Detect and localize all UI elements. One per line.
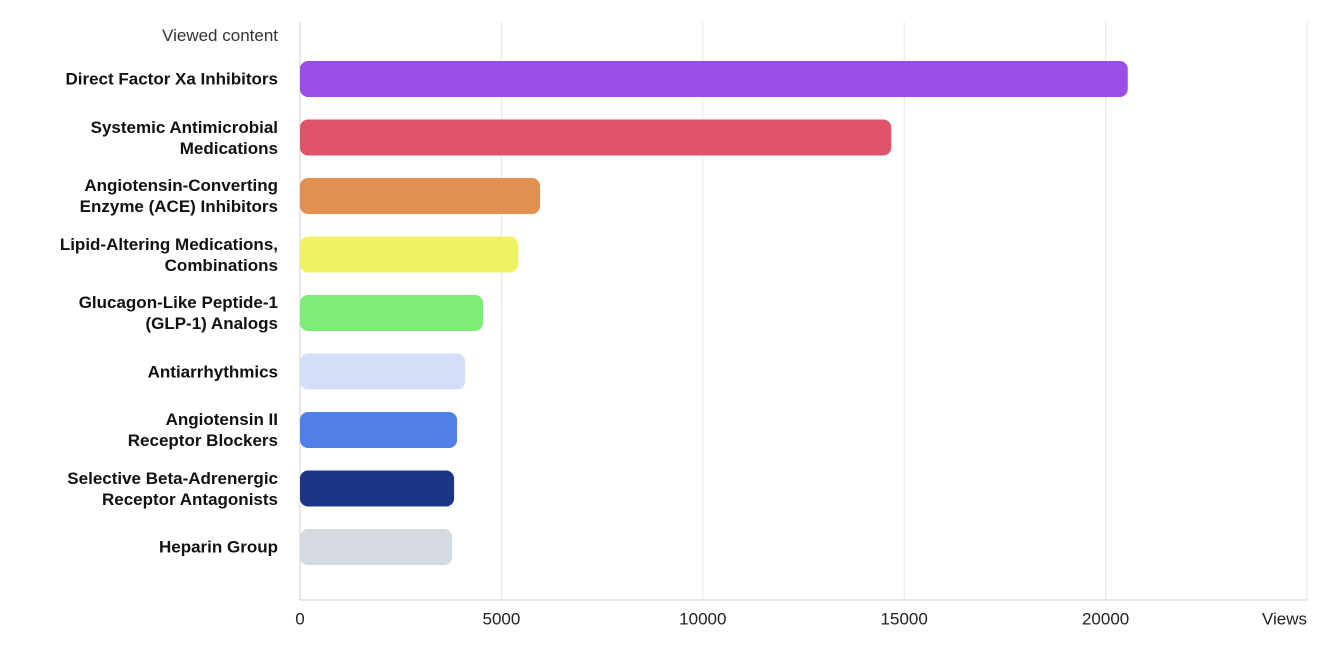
y-tick-label: Antiarrhythmics: [147, 362, 278, 381]
y-tick-label: Direct Factor Xa Inhibitors: [65, 69, 278, 89]
y-tick-label: Angiotensin-Converting Enzyme (ACE) Inhi…: [79, 176, 278, 216]
bar: [300, 119, 892, 156]
y-tick-label: Selective Beta-Adrenergic Receptor Antag…: [67, 468, 278, 509]
x-axis-label: Views: [1262, 609, 1307, 628]
x-tick-label: 20000: [1082, 609, 1129, 628]
bar: [300, 61, 1128, 97]
y-tick-label: Heparin Group: [158, 537, 278, 557]
bar: [300, 236, 519, 273]
x-tick-label: 5000: [482, 609, 520, 628]
bar: [300, 470, 455, 507]
y-tick-label: Systemic Antimicrobial Medications: [90, 117, 278, 158]
x-tick-label: 15000: [881, 609, 928, 628]
x-tick-label: 10000: [679, 609, 726, 628]
bar: [300, 295, 484, 331]
y-tick-label: Angiotensin II Receptor Blockers: [127, 410, 278, 450]
y-tick-label: Lipid-Altering Medications, Combinations: [59, 234, 278, 275]
bar: [300, 529, 453, 565]
y-tick-label: Glucagon-Like Peptide-1 (GLP-1) Analogs: [78, 293, 278, 333]
x-tick-label: 0: [295, 609, 304, 628]
bar: [300, 412, 458, 448]
bar: [300, 353, 466, 390]
y-axis-label: Viewed content: [162, 26, 278, 45]
bar: [300, 178, 541, 214]
